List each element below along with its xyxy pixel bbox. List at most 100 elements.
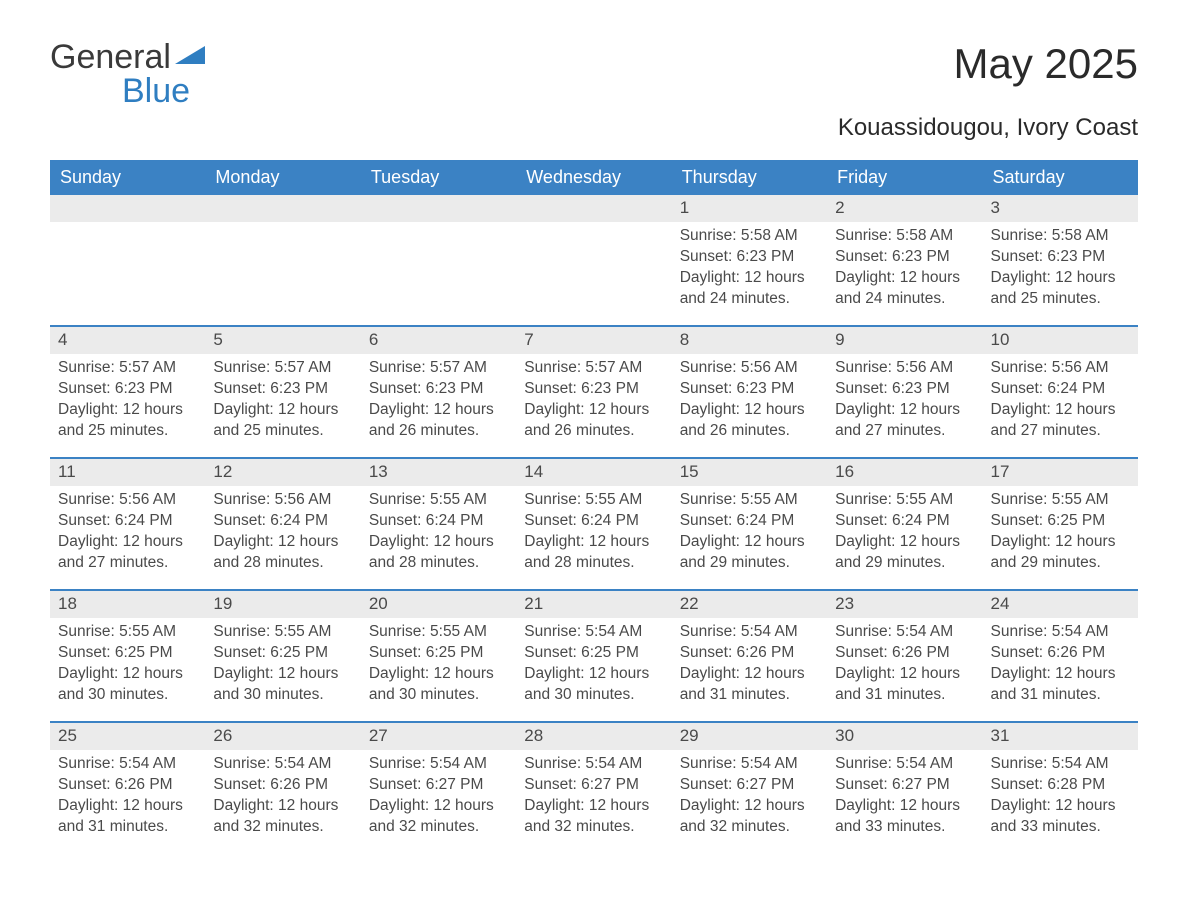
calendar-cell: 23Sunrise: 5:54 AMSunset: 6:26 PMDayligh… xyxy=(827,591,982,721)
day-number: 6 xyxy=(361,327,516,354)
day-number: 24 xyxy=(983,591,1138,618)
sunrise-line: Sunrise: 5:56 AM xyxy=(991,358,1130,379)
sunrise-line: Sunrise: 5:58 AM xyxy=(680,226,819,247)
header: General Blue May 2025 xyxy=(50,40,1138,108)
logo-word1: General xyxy=(50,38,171,76)
day-number: 11 xyxy=(50,459,205,486)
daylight-line: Daylight: 12 hours and 24 minutes. xyxy=(680,268,819,310)
day-number: 30 xyxy=(827,723,982,750)
sunrise-line: Sunrise: 5:57 AM xyxy=(524,358,663,379)
day-body: Sunrise: 5:54 AMSunset: 6:26 PMDaylight:… xyxy=(827,618,982,716)
day-number: 19 xyxy=(205,591,360,618)
calendar-cell xyxy=(205,195,360,325)
day-number xyxy=(516,195,671,222)
sunrise-line: Sunrise: 5:54 AM xyxy=(991,622,1130,643)
page-title: May 2025 xyxy=(954,40,1138,88)
day-number xyxy=(205,195,360,222)
day-number: 29 xyxy=(672,723,827,750)
calendar-cell: 27Sunrise: 5:54 AMSunset: 6:27 PMDayligh… xyxy=(361,723,516,853)
calendar-week: 1Sunrise: 5:58 AMSunset: 6:23 PMDaylight… xyxy=(50,195,1138,325)
calendar-cell: 5Sunrise: 5:57 AMSunset: 6:23 PMDaylight… xyxy=(205,327,360,457)
daylight-line: Daylight: 12 hours and 25 minutes. xyxy=(213,400,352,442)
daylight-line: Daylight: 12 hours and 33 minutes. xyxy=(991,796,1130,838)
day-body: Sunrise: 5:56 AMSunset: 6:23 PMDaylight:… xyxy=(827,354,982,452)
day-body: Sunrise: 5:58 AMSunset: 6:23 PMDaylight:… xyxy=(827,222,982,320)
weekday-header: Monday xyxy=(205,160,360,195)
sunset-line: Sunset: 6:24 PM xyxy=(58,511,197,532)
logo: General Blue xyxy=(50,40,205,108)
daylight-line: Daylight: 12 hours and 27 minutes. xyxy=(58,532,197,574)
sunset-line: Sunset: 6:24 PM xyxy=(524,511,663,532)
calendar-cell: 10Sunrise: 5:56 AMSunset: 6:24 PMDayligh… xyxy=(983,327,1138,457)
calendar-cell: 7 Sunrise: 5:57 AMSunset: 6:23 PMDaylight… xyxy=(516,327,671,457)
daylight-line: Daylight: 12 hours and 30 minutes. xyxy=(58,664,197,706)
calendar-week: 4Sunrise: 5:57 AMSunset: 6:23 PMDaylight… xyxy=(50,325,1138,457)
logo-flag-icon xyxy=(175,55,205,72)
sunset-line: Sunset: 6:25 PM xyxy=(524,643,663,664)
calendar-cell: 14Sunrise: 5:55 AMSunset: 6:24 PMDayligh… xyxy=(516,459,671,589)
sunset-line: Sunset: 6:27 PM xyxy=(835,775,974,796)
calendar-cell: 28Sunrise: 5:54 AMSunset: 6:27 PMDayligh… xyxy=(516,723,671,853)
day-body: Sunrise: 5:56 AMSunset: 6:24 PMDaylight:… xyxy=(983,354,1138,452)
calendar-cell: 29Sunrise: 5:54 AMSunset: 6:27 PMDayligh… xyxy=(672,723,827,853)
day-number: 9 xyxy=(827,327,982,354)
daylight-line: Daylight: 12 hours and 25 minutes. xyxy=(58,400,197,442)
sunset-line: Sunset: 6:24 PM xyxy=(680,511,819,532)
day-body: Sunrise: 5:56 AMSunset: 6:24 PMDaylight:… xyxy=(205,486,360,584)
calendar-cell: 25Sunrise: 5:54 AMSunset: 6:26 PMDayligh… xyxy=(50,723,205,853)
sunrise-line: Sunrise: 5:54 AM xyxy=(991,754,1130,775)
calendar-cell: 26Sunrise: 5:54 AMSunset: 6:26 PMDayligh… xyxy=(205,723,360,853)
day-body: Sunrise: 5:54 AMSunset: 6:27 PMDaylight:… xyxy=(827,750,982,848)
daylight-line: Daylight: 12 hours and 29 minutes. xyxy=(991,532,1130,574)
day-number: 7 xyxy=(516,327,671,354)
daylight-line: Daylight: 12 hours and 30 minutes. xyxy=(213,664,352,706)
sunset-line: Sunset: 6:23 PM xyxy=(524,379,663,400)
day-body: Sunrise: 5:55 AMSunset: 6:25 PMDaylight:… xyxy=(983,486,1138,584)
sunrise-line: Sunrise: 5:57 AM xyxy=(58,358,197,379)
day-body: Sunrise: 5:56 AMSunset: 6:23 PMDaylight:… xyxy=(672,354,827,452)
sunrise-line: Sunrise: 5:58 AM xyxy=(991,226,1130,247)
sunset-line: Sunset: 6:23 PM xyxy=(680,247,819,268)
sunset-line: Sunset: 6:23 PM xyxy=(835,379,974,400)
day-number: 3 xyxy=(983,195,1138,222)
daylight-line: Daylight: 12 hours and 32 minutes. xyxy=(369,796,508,838)
calendar-cell: 15Sunrise: 5:55 AMSunset: 6:24 PMDayligh… xyxy=(672,459,827,589)
calendar-cell: 4Sunrise: 5:57 AMSunset: 6:23 PMDaylight… xyxy=(50,327,205,457)
sunrise-line: Sunrise: 5:54 AM xyxy=(680,754,819,775)
daylight-line: Daylight: 12 hours and 33 minutes. xyxy=(835,796,974,838)
calendar-cell: 24Sunrise: 5:54 AMSunset: 6:26 PMDayligh… xyxy=(983,591,1138,721)
weekday-header: Sunday xyxy=(50,160,205,195)
sunrise-line: Sunrise: 5:55 AM xyxy=(369,490,508,511)
calendar-cell: 6Sunrise: 5:57 AMSunset: 6:23 PMDaylight… xyxy=(361,327,516,457)
daylight-line: Daylight: 12 hours and 32 minutes. xyxy=(213,796,352,838)
sunset-line: Sunset: 6:25 PM xyxy=(369,643,508,664)
day-body: Sunrise: 5:54 AMSunset: 6:25 PMDaylight:… xyxy=(516,618,671,716)
sunset-line: Sunset: 6:27 PM xyxy=(369,775,508,796)
sunrise-line: Sunrise: 5:55 AM xyxy=(524,490,663,511)
calendar-cell: 16Sunrise: 5:55 AMSunset: 6:24 PMDayligh… xyxy=(827,459,982,589)
sunrise-line: Sunrise: 5:55 AM xyxy=(369,622,508,643)
calendar-cell: 31Sunrise: 5:54 AMSunset: 6:28 PMDayligh… xyxy=(983,723,1138,853)
day-body: Sunrise: 5:54 AMSunset: 6:26 PMDaylight:… xyxy=(983,618,1138,716)
sunrise-line: Sunrise: 5:57 AM xyxy=(213,358,352,379)
day-number: 1 xyxy=(672,195,827,222)
day-number: 2 xyxy=(827,195,982,222)
sunrise-line: Sunrise: 5:55 AM xyxy=(213,622,352,643)
weekday-header: Tuesday xyxy=(361,160,516,195)
daylight-line: Daylight: 12 hours and 26 minutes. xyxy=(524,400,663,442)
sunrise-line: Sunrise: 5:58 AM xyxy=(835,226,974,247)
day-number: 4 xyxy=(50,327,205,354)
sunset-line: Sunset: 6:24 PM xyxy=(213,511,352,532)
day-number: 28 xyxy=(516,723,671,750)
weekday-header: Friday xyxy=(827,160,982,195)
logo-text: General Blue xyxy=(50,40,205,108)
weekday-header-row: SundayMondayTuesdayWednesdayThursdayFrid… xyxy=(50,160,1138,195)
sunrise-line: Sunrise: 5:54 AM xyxy=(680,622,819,643)
day-number: 10 xyxy=(983,327,1138,354)
day-body: Sunrise: 5:57 AMSunset: 6:23 PMDaylight:… xyxy=(205,354,360,452)
calendar-cell: 18Sunrise: 5:55 AMSunset: 6:25 PMDayligh… xyxy=(50,591,205,721)
calendar: SundayMondayTuesdayWednesdayThursdayFrid… xyxy=(50,160,1138,853)
weekday-header: Wednesday xyxy=(516,160,671,195)
day-number: 27 xyxy=(361,723,516,750)
calendar-cell xyxy=(361,195,516,325)
